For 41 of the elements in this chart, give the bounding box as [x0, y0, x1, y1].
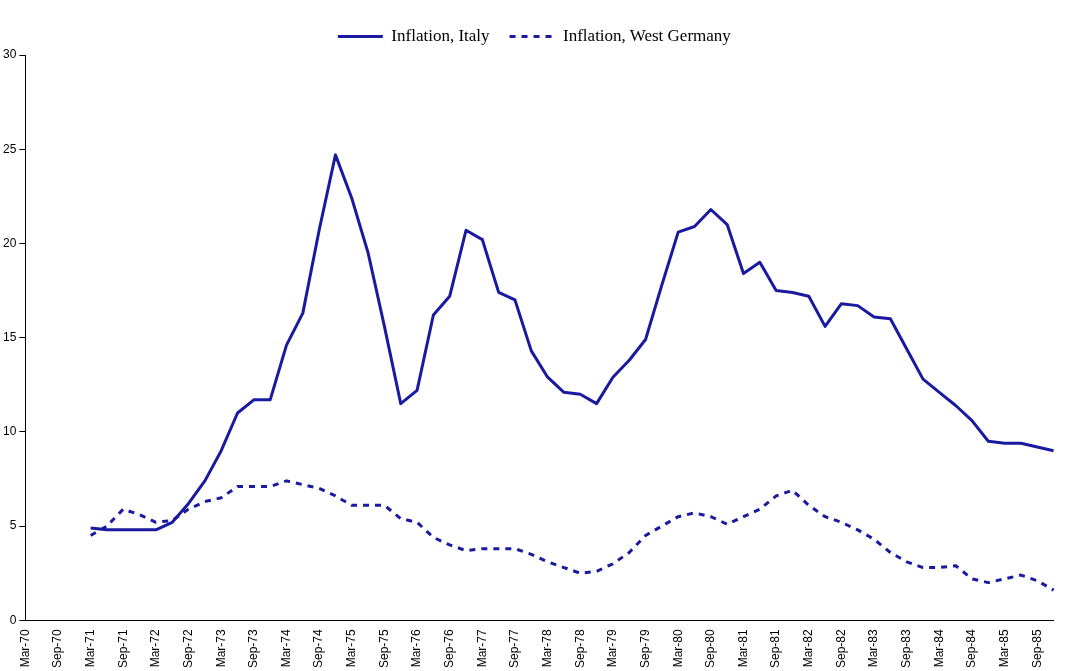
x-tick-label: Mar-81 — [735, 628, 750, 668]
y-tick-label: 5 — [9, 518, 17, 533]
x-tick-label: Sep-70 — [50, 628, 65, 669]
x-tick-label: Mar-75 — [344, 628, 359, 668]
x-tick-label: Mar-80 — [670, 628, 685, 668]
x-tick-label: Mar-74 — [278, 628, 293, 668]
x-tick-label: Mar-85 — [996, 628, 1011, 668]
x-tick-label: Sep-72 — [180, 628, 195, 669]
x-tick-label: Sep-71 — [115, 628, 130, 669]
x-tick-label: Sep-84 — [964, 628, 979, 669]
x-tick-label: Sep-81 — [768, 628, 783, 669]
x-tick-label: Sep-73 — [246, 628, 261, 669]
x-tick-label: Sep-83 — [899, 628, 914, 669]
x-tick-label: Sep-76 — [442, 628, 457, 669]
legend-label: Inflation, West Germany — [563, 25, 732, 45]
y-tick-label: 10 — [2, 424, 17, 439]
x-tick-label: Sep-79 — [637, 628, 652, 669]
x-tick-label: Sep-82 — [833, 628, 848, 669]
x-tick-label: Mar-77 — [474, 628, 489, 668]
x-tick-label: Sep-77 — [507, 628, 522, 669]
x-tick-label: Mar-76 — [409, 628, 424, 668]
x-tick-label: Mar-79 — [605, 628, 620, 668]
y-tick-label: 15 — [2, 329, 17, 344]
x-tick-label: Sep-78 — [572, 628, 587, 669]
x-tick-label: Mar-84 — [931, 628, 946, 668]
x-tick-label: Mar-78 — [539, 628, 554, 668]
y-tick-label: 30 — [2, 47, 17, 62]
legend-label: Inflation, Italy — [391, 25, 491, 45]
x-tick-label: Sep-85 — [1029, 628, 1044, 669]
x-tick-label: Sep-75 — [376, 628, 391, 669]
y-tick-label: 25 — [2, 141, 17, 156]
x-tick-label: Mar-71 — [82, 628, 97, 668]
x-tick-label: Mar-72 — [148, 628, 163, 668]
x-tick-label: Mar-82 — [801, 628, 816, 668]
x-tick-label: Mar-73 — [213, 628, 228, 668]
x-tick-label: Sep-74 — [311, 628, 326, 669]
x-tick-label: Mar-83 — [866, 628, 881, 668]
x-tick-label: Sep-80 — [703, 628, 718, 669]
y-tick-label: 0 — [9, 612, 17, 627]
y-tick-label: 20 — [2, 235, 17, 250]
x-tick-label: Mar-70 — [17, 628, 32, 668]
